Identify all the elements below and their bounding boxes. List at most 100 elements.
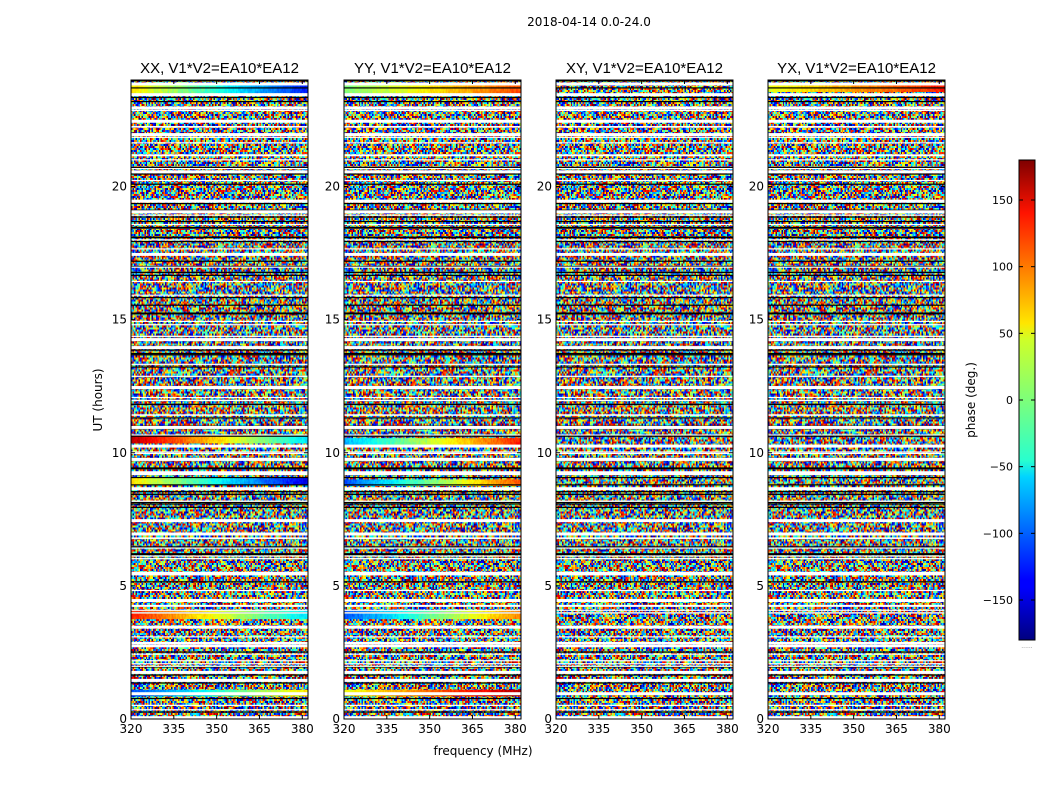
scan-stripe <box>556 335 733 337</box>
scan-stripe <box>344 399 521 402</box>
scan-stripe <box>131 682 308 684</box>
flagged-gap <box>131 252 308 256</box>
scan-stripe <box>768 636 945 638</box>
scan-stripe <box>131 375 308 377</box>
flagged-gap <box>131 644 308 648</box>
scan-stripe <box>344 612 521 614</box>
scan-stripe <box>556 126 733 128</box>
flagged-gap <box>131 338 308 342</box>
x-tick-label: 350 <box>842 722 865 736</box>
scan-stripe <box>344 236 521 238</box>
flagged-gap <box>344 119 521 123</box>
scan-stripe <box>556 80 733 82</box>
scan-stripe <box>768 80 945 82</box>
flagged-gap <box>344 487 521 491</box>
scan-stripe <box>556 274 733 276</box>
scan-stripe <box>768 154 945 156</box>
flagged-gap <box>556 625 733 629</box>
scan-stripe <box>131 451 308 453</box>
scan-stripe <box>556 179 733 182</box>
scan-stripe <box>556 484 733 486</box>
scan-stripe <box>556 451 733 453</box>
scan-stripe <box>768 294 945 296</box>
scan-stripe <box>344 202 521 205</box>
scan-stripe <box>131 274 308 276</box>
panel-xx: XX, V1*V2=EA10*EA12 320 335 350 365 380 0 5 10 15… <box>112 60 314 736</box>
scan-stripe <box>344 473 521 476</box>
scan-stripe <box>556 476 733 479</box>
flagged-gap <box>556 471 733 475</box>
flagged-gap <box>556 199 733 203</box>
flagged-gap <box>131 625 308 629</box>
scan-stripe <box>768 581 945 583</box>
scan-stripe <box>556 214 733 216</box>
flagged-gap <box>344 133 521 137</box>
scan-stripe <box>131 491 308 493</box>
plot-frame <box>130 79 309 720</box>
scan-stripe <box>131 604 308 607</box>
phase-heatmap <box>768 80 945 719</box>
flagged-gap <box>556 106 733 110</box>
scan-stripe <box>556 612 733 614</box>
panel-title: XX, V1*V2=EA10*EA12 <box>140 60 299 77</box>
scan-stripe <box>131 417 308 419</box>
scan-stripe <box>344 663 521 665</box>
flagged-gap <box>344 338 521 342</box>
flagged-gap <box>131 119 308 123</box>
scan-stripe <box>344 136 521 138</box>
scan-stripe <box>556 651 733 653</box>
scan-stripe <box>556 352 733 355</box>
flagged-gap <box>344 106 521 110</box>
scan-stripe <box>768 324 945 326</box>
scan-stripe <box>768 136 945 138</box>
colorbar-tick-label: −100 <box>983 527 1013 540</box>
scan-stripe <box>768 87 945 89</box>
scan-stripe <box>131 636 308 638</box>
scan-stripe <box>768 467 945 469</box>
scan-stripe <box>768 503 945 505</box>
x-tick-label: 350 <box>205 722 228 736</box>
coherent-phase-band <box>344 438 521 447</box>
scan-stripe <box>768 484 945 486</box>
flagged-gap <box>556 252 733 256</box>
scan-stripe <box>131 126 308 128</box>
scan-stripe <box>768 558 945 560</box>
flagged-gap <box>344 572 521 576</box>
scan-stripe <box>344 280 521 283</box>
scan-stripe <box>131 704 308 706</box>
scan-stripe <box>344 271 521 273</box>
scan-stripe <box>556 96 733 99</box>
scan-stripe <box>344 704 521 706</box>
scan-stripe <box>556 248 733 250</box>
scan-stripe <box>131 484 308 486</box>
phase-heatmap <box>344 80 521 719</box>
scan-stripe <box>131 216 308 218</box>
scan-stripe <box>344 553 521 555</box>
scan-stripe <box>344 100 521 103</box>
flagged-gap <box>344 625 521 629</box>
coherent-phase-band <box>131 478 308 485</box>
scan-stripe <box>131 239 308 241</box>
scan-stripe <box>556 663 733 665</box>
scan-stripe <box>131 571 308 573</box>
coherent-phase-band <box>131 435 308 444</box>
x-tick-label: 320 <box>757 722 780 736</box>
scan-stripe <box>556 491 733 493</box>
flagged-gap <box>768 386 945 390</box>
scan-stripe <box>344 666 521 668</box>
scan-stripe <box>768 216 945 218</box>
coherent-phase-band <box>344 83 521 94</box>
scan-stripe <box>556 605 733 607</box>
scan-stripe <box>556 396 733 399</box>
scan-stripe <box>768 697 945 700</box>
scan-stripe <box>768 604 945 607</box>
y-tick-label: 15 <box>749 313 764 327</box>
scan-stripe <box>768 183 945 185</box>
panel-yy: YY, V1*V2=EA10*EA12 320 335 350 365 380 0 5 10 15… <box>325 60 527 736</box>
y-tick-label: 20 <box>325 180 340 194</box>
scan-stripe <box>768 274 945 276</box>
colorbar-footnote: ...... <box>1021 643 1033 650</box>
scan-stripe <box>556 173 733 175</box>
scan-stripe <box>131 452 308 455</box>
